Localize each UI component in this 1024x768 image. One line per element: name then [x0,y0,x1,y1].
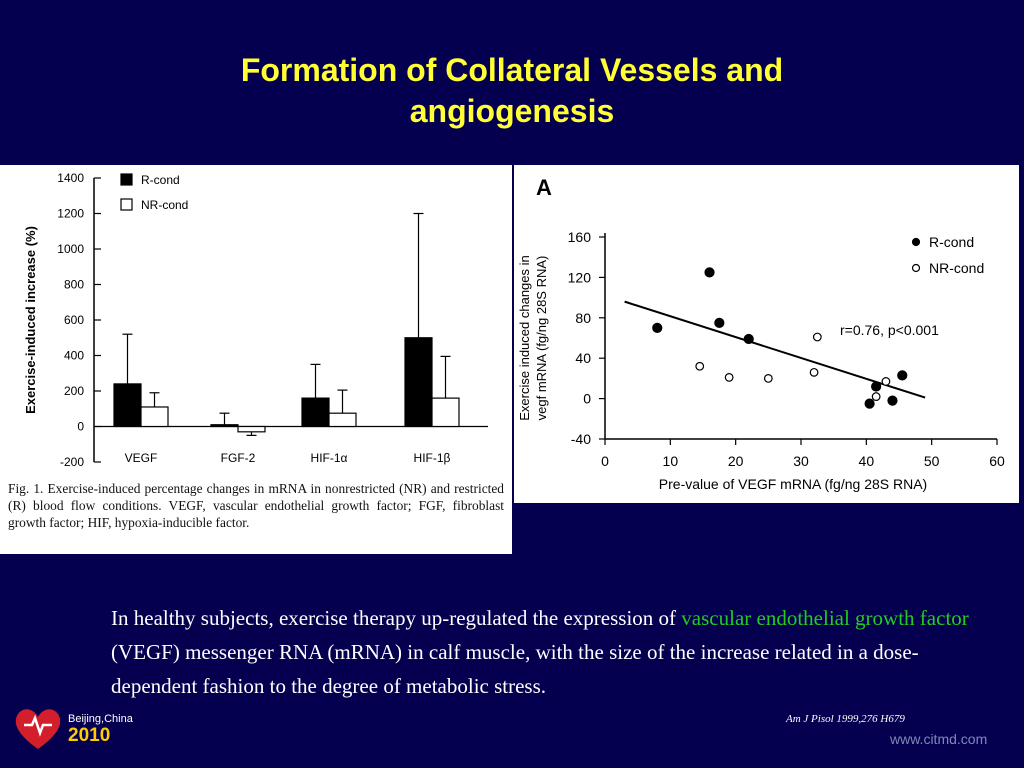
regression-line [624,300,926,399]
x-category-label: FGF-2 [221,451,256,465]
correlation-annotation: r=0.76, p<0.001 [840,322,939,338]
bar-r-cond-0 [113,383,142,428]
slide-title: Formation of Collateral Vessels and angi… [0,50,1024,132]
y-axis-label-line2: vegf mRNA (fg/ng 28S RNA) [534,256,549,421]
y-tick-label: 800 [64,278,84,292]
logo-year: 2010 [68,725,111,746]
scatter-chart: A 160 120 80 40 0 -40 0 10 20 30 40 50 60 Pre-value of… [517,175,1005,492]
body-text-end: (VEGF) messenger RNA (mRNA) in calf musc… [111,640,919,698]
bar-nr-cond-2 [328,412,357,428]
x-category-label: HIF-1β [414,451,451,465]
y-tick-label: 0 [583,391,591,407]
body-highlight: vascular endothelial growth factor [681,606,969,630]
bar-r-cond-1 [210,424,239,428]
point-nr-cond [812,332,822,342]
y-tick-label: 1400 [57,171,84,185]
panel-label: A [536,175,552,200]
logo-city: Beijing,China [68,713,133,725]
x-category-label: VEGF [125,451,158,465]
bar-nr-cond-3 [431,397,460,428]
body-paragraph: In healthy subjects, exercise therapy up… [111,601,981,703]
point-nr-cond [871,392,881,401]
y-tick-label: -200 [60,455,84,469]
x-tick-label: 30 [793,453,809,469]
x-tick-label: 60 [989,453,1005,469]
bar-chart: 1400 1200 1000 800 600 400 200 0 -200 Exercise-in… [23,171,488,469]
bar-r-cond-3 [404,337,433,428]
point-r-cond [871,381,882,392]
scatter-chart-panel: A 160 120 80 40 0 -40 0 10 20 30 40 50 60 Pre-value of… [514,165,1019,503]
y-axis-label-line1: Exercise induced changes in [517,255,532,421]
legend-swatch [120,173,133,186]
point-r-cond [714,317,725,328]
conference-logo: Beijing,China 2010 [10,703,140,755]
point-nr-cond [695,361,705,371]
y-tick-label: 40 [575,350,591,366]
point-r-cond [743,333,754,345]
y-tick-label: 1000 [57,242,84,256]
legend-label: R-cond [141,173,180,187]
body-text-start: In healthy subjects, exercise therapy up… [111,606,682,630]
bar-nr-cond-1 [237,425,266,433]
title-line-1: Formation of Collateral Vessels and [240,52,784,88]
point-r-cond [652,322,663,333]
x-tick-label: 20 [728,453,744,469]
citation: Am J Pisol 1999,276 H679 [786,713,905,725]
x-tick-label: 40 [859,453,875,469]
point-nr-cond [809,367,819,377]
y-tick-label: 600 [64,313,84,327]
point-nr-cond [763,373,773,383]
heart-logo-icon [15,709,61,749]
y-tick-label: 1200 [57,207,84,221]
legend-marker [911,237,921,247]
y-tick-label: 80 [575,310,591,326]
point-nr-cond [881,377,891,386]
x-tick-label: 0 [601,453,609,469]
x-tick-label: 50 [924,453,940,469]
legend-label: R-cond [929,234,974,250]
x-tick-label: 10 [663,453,679,469]
point-r-cond [864,398,875,409]
legend-marker [911,263,921,273]
legend-swatch [120,198,133,211]
point-nr-cond [724,372,734,382]
y-tick-label: 120 [568,269,592,285]
bar-chart-panel: 1400 1200 1000 800 600 400 200 0 -200 Exercise-in… [0,165,512,554]
y-tick-label: 400 [64,349,84,363]
point-r-cond [897,370,908,381]
y-tick-label: 200 [64,384,84,398]
legend-label: NR-cond [141,198,188,212]
point-r-cond [887,395,898,406]
legend-label: NR-cond [929,260,984,276]
y-tick-label: -40 [571,431,591,447]
bar-r-cond-2 [301,397,330,428]
title-line-2: angiogenesis [409,93,615,129]
x-category-label: HIF-1α [311,451,348,465]
y-tick-label: 0 [77,420,84,434]
bar-nr-cond-0 [140,406,169,428]
y-tick-label: 160 [568,229,592,245]
y-axis-label: Exercise-induced increase (%) [23,226,38,414]
watermark: www.citmd.com [890,731,988,747]
figure-caption: Fig. 1. Exercise-induced percentage chan… [8,481,504,530]
point-r-cond [704,267,715,278]
x-axis-label: Pre-value of VEGF mRNA (fg/ng 28S RNA) [659,476,927,492]
